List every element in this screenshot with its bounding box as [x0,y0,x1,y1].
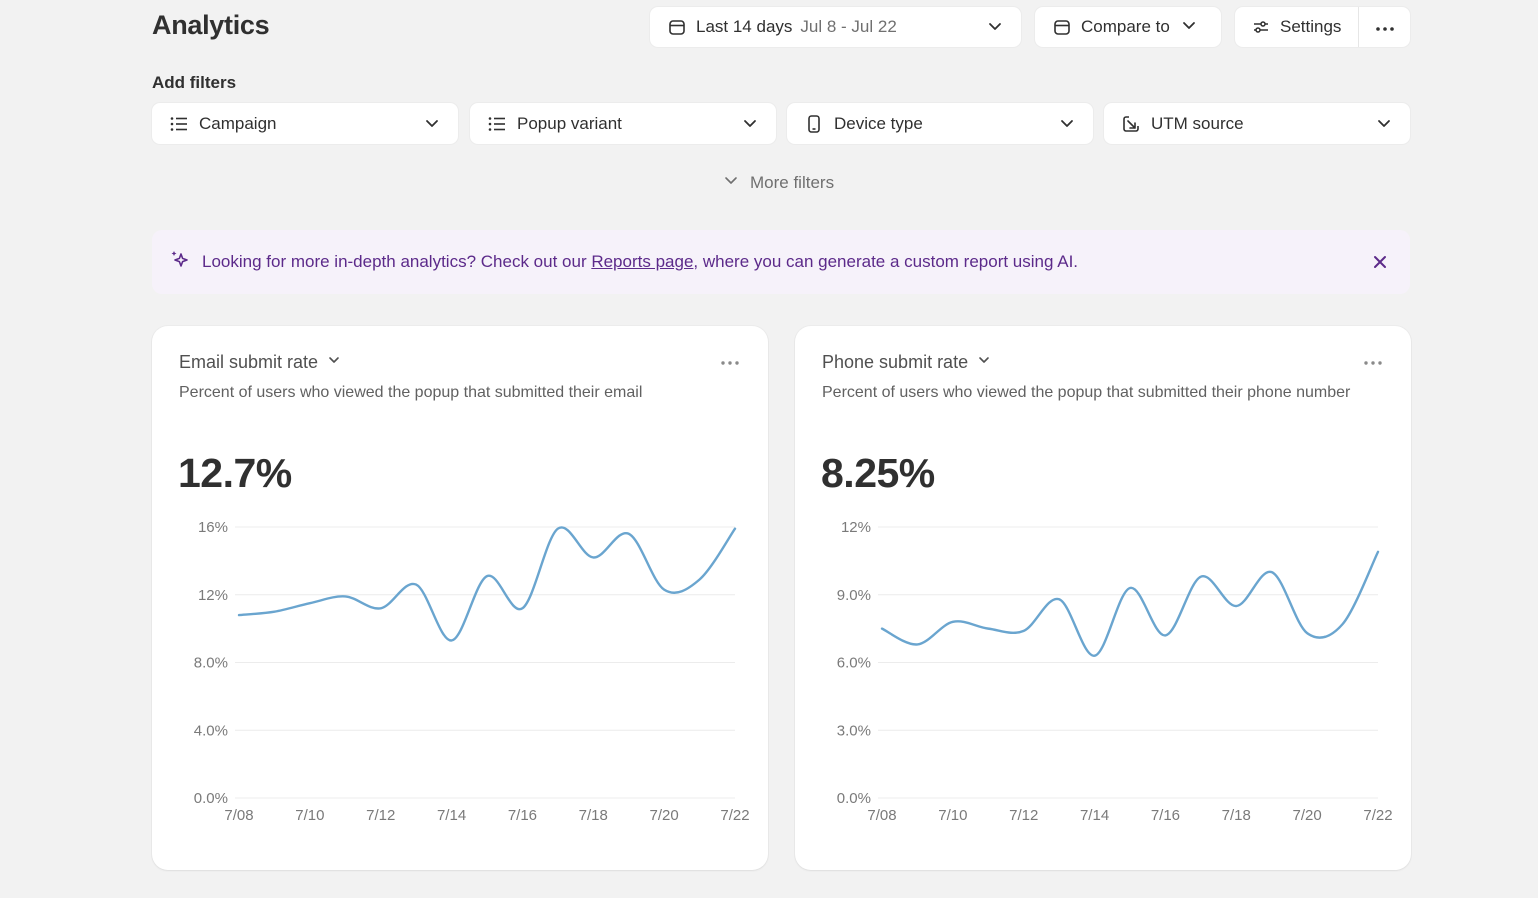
settings-label: Settings [1280,17,1342,36]
reports-page-link[interactable]: Reports page [591,252,694,271]
filter-campaign[interactable]: Campaign [152,103,458,144]
filter-label: Device type [834,113,923,133]
chevron-down-icon [1375,114,1393,137]
filter-label: Campaign [199,113,277,133]
x-tick-label: 7/20 [650,807,679,824]
chevron-down-icon [326,352,342,373]
more-horizontal-icon[interactable] [1363,353,1383,371]
close-icon[interactable] [1370,252,1390,272]
x-tick-label: 7/16 [508,807,537,824]
x-tick-label: 7/12 [366,807,395,824]
chevron-down-icon [722,171,740,194]
y-tick-label: 0.0% [837,790,871,807]
settings-button[interactable]: Settings [1235,7,1359,47]
more-filters-toggle[interactable]: More filters [722,171,834,194]
filter-utm-source[interactable]: UTM source [1104,103,1410,144]
more-actions-button[interactable] [1359,7,1410,47]
y-tick-label: 6.0% [837,655,871,672]
y-tick-label: 3.0% [837,722,871,739]
phone-rate-chart: 12% 9.0% 6.0% 3.0% 0.0%7/08 7/10 7/12 7/14 7/16 7… [837,519,1393,824]
calendar-icon [1052,17,1072,37]
sparkle-icon [170,249,192,276]
metric-value: 8.25% [821,450,935,496]
metric-description: Percent of users who viewed the popup th… [822,384,1351,401]
x-tick-label: 7/12 [1009,807,1038,824]
email-rate-chart: 16% 12% 8.0% 4.0% 0.0%7/08 7/10 7/12 7/14 7/16 7/… [194,519,750,824]
banner-text-after: , where you can generate a custom report… [693,252,1079,271]
chevron-down-icon [1180,16,1198,39]
x-tick-label: 7/08 [224,807,253,824]
y-tick-label: 8.0% [194,655,228,672]
external-source-icon [1121,114,1141,134]
more-filters-label: More filters [750,172,835,192]
metric-title: Phone submit rate [822,352,969,372]
more-horizontal-icon [1375,17,1395,37]
mobile-icon [804,114,824,134]
metric-description: Percent of users who viewed the popup th… [179,384,643,401]
x-tick-label: 7/22 [1363,807,1392,824]
y-tick-label: 16% [198,519,228,536]
y-tick-label: 12% [198,587,228,604]
series-line [237,526,737,642]
date-range-button[interactable]: Last 14 days Jul 8 - Jul 22 [650,7,1021,47]
filter-label: Popup variant [517,113,622,133]
metric-card-email: Email submit rate Percent of users who v… [152,326,768,870]
calendar-icon [667,17,687,37]
x-tick-label: 7/10 [938,807,967,824]
x-tick-label: 7/14 [437,807,466,824]
x-tick-label: 7/18 [579,807,608,824]
chevron-down-icon [1058,114,1076,137]
y-tick-label: 12% [841,519,871,536]
page-title: Analytics [152,10,270,40]
metric-title-dropdown[interactable]: Phone submit rate [822,352,992,373]
more-horizontal-icon[interactable] [720,353,740,371]
chevron-down-icon [741,114,759,137]
x-tick-label: 7/16 [1151,807,1180,824]
date-range-label: Last 14 days [696,17,793,36]
chevron-down-icon [986,17,1004,40]
settings-button-group: Settings [1235,7,1410,47]
sliders-icon [1251,17,1271,37]
banner-text-before: Looking for more in-depth analytics? Che… [202,252,592,271]
chevron-down-icon [423,114,441,137]
x-tick-label: 7/10 [295,807,324,824]
x-tick-label: 7/18 [1222,807,1251,824]
y-tick-label: 9.0% [837,587,871,604]
filter-label: UTM source [1151,113,1244,133]
y-tick-label: 4.0% [194,722,228,739]
filter-device-type[interactable]: Device type [787,103,1093,144]
list-icon [487,114,507,134]
metric-card-phone: Phone submit rate Percent of users who v… [795,326,1411,870]
compare-label: Compare to [1081,17,1170,36]
x-tick-label: 7/22 [720,807,749,824]
filter-popup-variant[interactable]: Popup variant [470,103,776,144]
metric-title-dropdown[interactable]: Email submit rate [179,352,342,373]
y-tick-label: 0.0% [194,790,228,807]
list-icon [169,114,189,134]
series-line [880,550,1380,657]
x-tick-label: 7/14 [1080,807,1109,824]
date-range-value: Jul 8 - Jul 22 [800,17,897,36]
x-tick-label: 7/20 [1293,807,1322,824]
add-filters-heading: Add filters [152,73,237,92]
chevron-down-icon [976,352,992,373]
compare-to-button[interactable]: Compare to [1035,7,1221,47]
x-tick-label: 7/08 [867,807,896,824]
metric-title: Email submit rate [179,352,319,372]
reports-info-banner: Looking for more in-depth analytics? Che… [152,230,1410,294]
metric-value: 12.7% [178,450,292,496]
banner-message: Looking for more in-depth analytics? Che… [202,252,1078,272]
